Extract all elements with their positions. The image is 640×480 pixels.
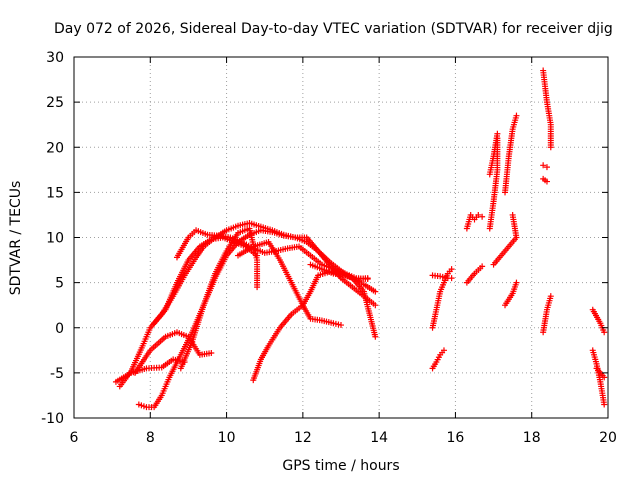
data-marks (112, 67, 608, 411)
sdtvar-track (307, 261, 371, 283)
sdtvar-track (486, 135, 501, 232)
sdtvar-track (463, 263, 486, 286)
data-point (513, 279, 520, 286)
data-point (475, 211, 482, 218)
x-tick-label: 10 (218, 430, 236, 446)
sdtvar-track (490, 211, 520, 268)
sdtvar-track (540, 175, 550, 185)
data-point (208, 350, 215, 357)
data-point (547, 293, 554, 300)
sdtvar-track (593, 365, 608, 381)
data-point (543, 164, 550, 171)
sdtvar-track (235, 239, 344, 329)
data-point (254, 284, 261, 291)
data-point (372, 302, 379, 309)
data-point (338, 322, 344, 329)
sdtvar-track (589, 306, 608, 336)
data-point (543, 178, 550, 185)
y-tick-label: 20 (46, 140, 64, 156)
y-tick-label: 30 (46, 50, 64, 66)
data-point (540, 162, 547, 169)
x-tick-label: 18 (523, 430, 541, 446)
x-tick-label: 8 (146, 430, 155, 446)
x-tick-label: 6 (70, 430, 79, 446)
data-point (479, 213, 486, 220)
y-tick-label: 5 (55, 276, 64, 292)
data-point (448, 275, 455, 282)
data-point (547, 144, 554, 151)
sdtvar-track (429, 347, 447, 372)
sdtvar-track (463, 211, 486, 232)
data-point (364, 275, 371, 282)
sdtvar-track (250, 268, 379, 384)
sdtvar-track (540, 67, 554, 151)
data-point (601, 401, 608, 408)
grid-lines (74, 57, 608, 418)
data-point (513, 112, 520, 119)
data-point (601, 374, 608, 381)
data-point (509, 211, 516, 218)
sdtvar-track (540, 162, 550, 171)
x-tick-label: 16 (447, 430, 465, 446)
sdtvar-track (502, 279, 520, 309)
x-tick-label: 12 (294, 430, 312, 446)
sdtvar-track (502, 112, 520, 196)
x-axis-label: GPS time / hours (282, 458, 399, 474)
sdtvar-track (540, 293, 554, 336)
y-axis-label: SDTVAR / TECUs (8, 181, 24, 296)
x-tick-label: 20 (599, 430, 617, 446)
y-tick-label: 25 (46, 95, 64, 111)
y-tick-label: 15 (46, 185, 64, 201)
y-tick-label: 0 (55, 321, 64, 337)
x-tick-label: 14 (370, 430, 388, 446)
y-tick-label: -5 (50, 366, 64, 382)
y-tick-label: -10 (41, 411, 64, 427)
data-point (372, 333, 379, 340)
data-point (494, 135, 501, 142)
y-axis: -10 -5 0 5 10 15 20 25 30 (41, 50, 608, 427)
data-point (448, 266, 455, 273)
data-point (479, 263, 486, 270)
data-point (601, 329, 608, 336)
x-axis: 6 8 10 12 14 16 18 20 (70, 57, 617, 446)
y-tick-label: 10 (46, 231, 64, 247)
sdtvar-track (429, 272, 455, 282)
sdtvar-track (151, 234, 261, 327)
chart-title: Day 072 of 2026, Sidereal Day-to-day VTE… (54, 21, 613, 37)
data-point (372, 288, 379, 295)
sdtvar-track (177, 225, 261, 372)
data-point (440, 347, 447, 354)
